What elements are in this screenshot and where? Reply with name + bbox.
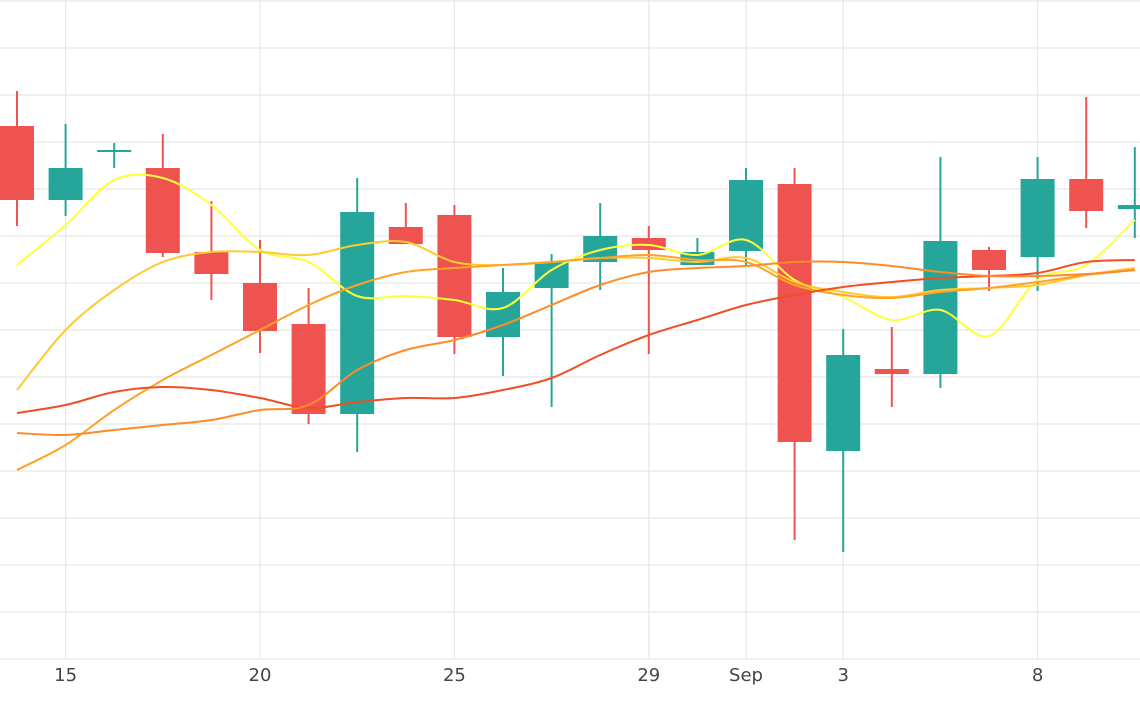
candle-body [194,252,229,274]
x-tick-label: 3 [837,665,848,686]
candle-body [777,184,812,442]
candle-body [486,292,520,337]
candle-body [145,168,180,253]
candle-body [97,150,132,152]
candle-body [48,168,83,200]
moving-average-line [16,253,1135,471]
candle-body [1069,179,1104,211]
x-tick-label: Sep [729,665,763,686]
x-tick-label: 29 [637,665,660,686]
candle-body [1020,179,1055,257]
candle-body [1117,205,1140,209]
candle-body [534,262,569,288]
moving-average-line [16,173,1136,338]
candle-body [923,241,958,374]
candle-body [0,126,34,200]
x-tick-label: 8 [1032,665,1043,686]
x-tick-label: 25 [443,665,466,686]
candle-body [388,227,423,244]
moving-average-line [16,260,1135,437]
candle-body [826,355,861,451]
x-tick-label: 20 [249,665,272,686]
moving-average-line [16,259,1135,414]
candle-body [874,369,909,374]
x-tick-label: 15 [54,665,77,686]
candle-body [972,250,1006,270]
candle-body [291,324,326,414]
candle-body [437,215,472,337]
